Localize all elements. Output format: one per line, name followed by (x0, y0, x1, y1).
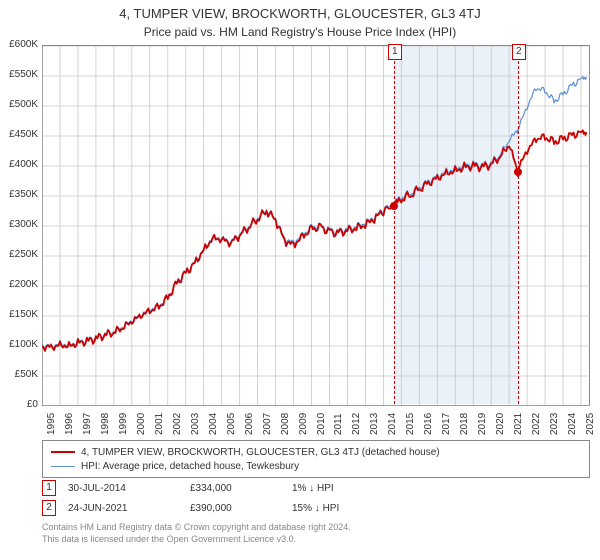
x-tick-label: 2002 (172, 413, 183, 435)
transaction-date: 30-JUL-2014 (68, 483, 178, 494)
transaction-date: 24-JUN-2021 (68, 503, 178, 514)
chart-svg (42, 46, 590, 406)
transaction-row: 2 24-JUN-2021 £390,000 15% ↓ HPI (42, 498, 590, 518)
y-tick-label: £300K (0, 219, 38, 230)
chart-subtitle: Price paid vs. HM Land Registry's House … (0, 21, 600, 45)
marker-dot-1 (390, 202, 398, 210)
x-tick-label: 2018 (459, 413, 470, 435)
plot-region: 12 (42, 45, 590, 405)
y-tick-label: £400K (0, 159, 38, 170)
x-tick-label: 2013 (369, 413, 380, 435)
x-tick-label: 2023 (549, 413, 560, 435)
x-tick-label: 2005 (226, 413, 237, 435)
marker-line-2 (518, 46, 519, 404)
y-tick-label: £250K (0, 249, 38, 260)
transaction-pct: 15% ↓ HPI (292, 503, 412, 514)
x-tick-label: 2021 (513, 413, 524, 435)
x-tick-label: 1998 (100, 413, 111, 435)
transaction-marker: 2 (42, 500, 56, 516)
x-tick-label: 2006 (244, 413, 255, 435)
y-tick-label: £500K (0, 99, 38, 110)
chart-title: 4, TUMPER VIEW, BROCKWORTH, GLOUCESTER, … (0, 0, 600, 21)
x-tick-label: 2024 (567, 413, 578, 435)
x-tick-label: 1996 (64, 413, 75, 435)
x-tick-label: 2010 (316, 413, 327, 435)
chart-area: 12 £0£50K£100K£150K£200K£250K£300K£350K£… (0, 45, 600, 435)
y-tick-label: £450K (0, 129, 38, 140)
x-tick-label: 2022 (531, 413, 542, 435)
x-tick-label: 2012 (351, 413, 362, 435)
transaction-pct: 1% ↓ HPI (292, 483, 412, 494)
legend-label: 4, TUMPER VIEW, BROCKWORTH, GLOUCESTER, … (81, 447, 440, 458)
y-tick-label: £100K (0, 339, 38, 350)
x-tick-label: 2000 (136, 413, 147, 435)
legend-swatch (51, 451, 75, 453)
y-tick-label: £50K (0, 369, 38, 380)
transaction-price: £334,000 (190, 483, 280, 494)
legend-item: 4, TUMPER VIEW, BROCKWORTH, GLOUCESTER, … (51, 445, 581, 459)
transaction-row: 1 30-JUL-2014 £334,000 1% ↓ HPI (42, 478, 590, 498)
x-tick-label: 1999 (118, 413, 129, 435)
x-tick-label: 2020 (495, 413, 506, 435)
x-tick-label: 2011 (333, 413, 344, 435)
marker-label-2: 2 (512, 44, 526, 60)
page-container: 4, TUMPER VIEW, BROCKWORTH, GLOUCESTER, … (0, 0, 600, 560)
x-tick-label: 2009 (298, 413, 309, 435)
y-tick-label: £550K (0, 69, 38, 80)
x-tick-label: 2003 (190, 413, 201, 435)
footer-line1: Contains HM Land Registry data © Crown c… (42, 522, 590, 534)
y-tick-label: £0 (0, 399, 38, 410)
marker-label-1: 1 (388, 44, 402, 60)
y-tick-label: £200K (0, 279, 38, 290)
marker-line-1 (394, 46, 395, 404)
x-tick-label: 2025 (585, 413, 596, 435)
transactions-section: 1 30-JUL-2014 £334,000 1% ↓ HPI 2 24-JUN-2021… (42, 478, 590, 518)
legend-swatch (51, 466, 75, 467)
footer-line2: This data is licensed under the Open Gov… (42, 534, 590, 546)
marker-dot-2 (514, 168, 522, 176)
x-tick-label: 2007 (262, 413, 273, 435)
footer-attribution: Contains HM Land Registry data © Crown c… (42, 522, 590, 545)
legend-item: HPI: Average price, detached house, Tewk… (51, 459, 581, 473)
x-tick-label: 2008 (280, 413, 291, 435)
x-tick-label: 2019 (477, 413, 488, 435)
x-tick-label: 1997 (82, 413, 93, 435)
x-tick-label: 1995 (46, 413, 57, 435)
legend-label: HPI: Average price, detached house, Tewk… (81, 461, 299, 472)
legend-box: 4, TUMPER VIEW, BROCKWORTH, GLOUCESTER, … (42, 440, 590, 478)
transaction-marker: 1 (42, 480, 56, 496)
x-tick-label: 2017 (441, 413, 452, 435)
x-tick-label: 2014 (387, 413, 398, 435)
x-tick-label: 2016 (423, 413, 434, 435)
series-property (42, 130, 586, 351)
x-tick-label: 2015 (405, 413, 416, 435)
y-tick-label: £350K (0, 189, 38, 200)
y-tick-label: £150K (0, 309, 38, 320)
x-tick-label: 2001 (154, 413, 165, 435)
transaction-price: £390,000 (190, 503, 280, 514)
x-tick-label: 2004 (208, 413, 219, 435)
y-tick-label: £600K (0, 39, 38, 50)
series-hpi (42, 77, 586, 349)
